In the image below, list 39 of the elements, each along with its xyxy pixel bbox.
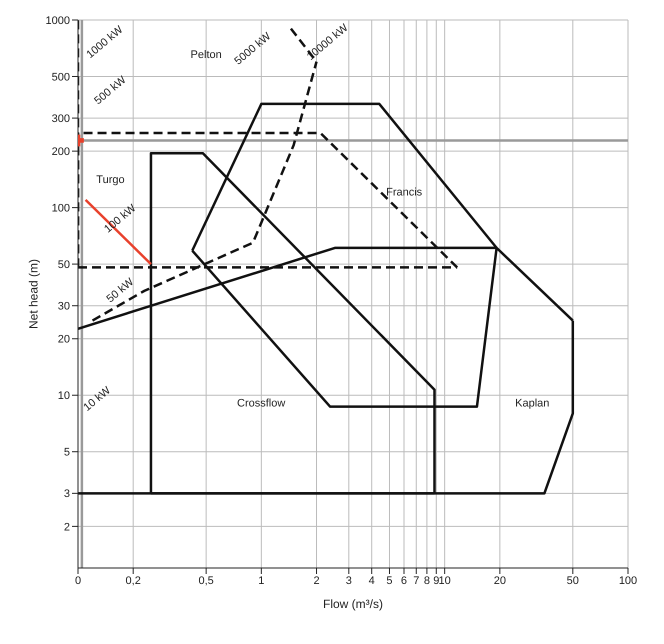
- x-axis-title: Flow (m³/s): [323, 597, 383, 611]
- x-tick-label: 8: [424, 574, 430, 587]
- x-tick-label: 100: [618, 574, 638, 587]
- annotation: Francis: [386, 186, 423, 199]
- y-tick-label: 50: [58, 259, 70, 271]
- x-tick-label: 20: [494, 574, 506, 587]
- x-tick-label: 0: [74, 574, 82, 587]
- annotation: 10 kW: [81, 384, 114, 414]
- x-tick-label: 4: [368, 574, 375, 587]
- x-tick-label: 2: [313, 574, 320, 587]
- y-tick-label: 500: [52, 71, 70, 84]
- annotation: Pelton: [190, 48, 222, 61]
- annotation: 100 kW: [102, 202, 139, 236]
- annotation: 500 kW: [92, 74, 129, 108]
- x-tick-label: 7: [413, 574, 420, 587]
- annotation: Crossflow: [237, 398, 286, 410]
- x-tick-label: 50: [566, 574, 579, 587]
- x-tick-label: 1: [258, 574, 264, 587]
- x-tick-label: 5: [386, 574, 393, 587]
- x-tick-label: 9: [433, 574, 440, 587]
- y-tick-label: 3: [64, 488, 70, 500]
- x-tick-label: 3: [346, 574, 352, 587]
- y-tick-label: 200: [52, 146, 70, 158]
- y-tick-label: 2: [64, 521, 70, 534]
- annotation: Kaplan: [515, 398, 550, 410]
- y-tick-label: 30: [58, 300, 70, 313]
- annotation: 50 kW: [104, 276, 137, 306]
- y-tick-label: 1000: [46, 14, 70, 27]
- x-tick-label: 6: [400, 574, 408, 587]
- y-axis-title: Net head (m): [26, 258, 40, 330]
- x-tick-label: 10: [438, 574, 451, 587]
- y-tick-label: 20: [58, 334, 70, 346]
- y-tick-label: 5: [64, 446, 70, 459]
- annotation: Turgo: [96, 174, 125, 186]
- x-tick-label: 0,5: [198, 574, 214, 587]
- x-tick-label: 0,2: [126, 574, 141, 587]
- y-tick-label: 10: [58, 390, 70, 402]
- y-tick-label: 100: [52, 202, 70, 215]
- y-tick-label: 300: [52, 113, 70, 126]
